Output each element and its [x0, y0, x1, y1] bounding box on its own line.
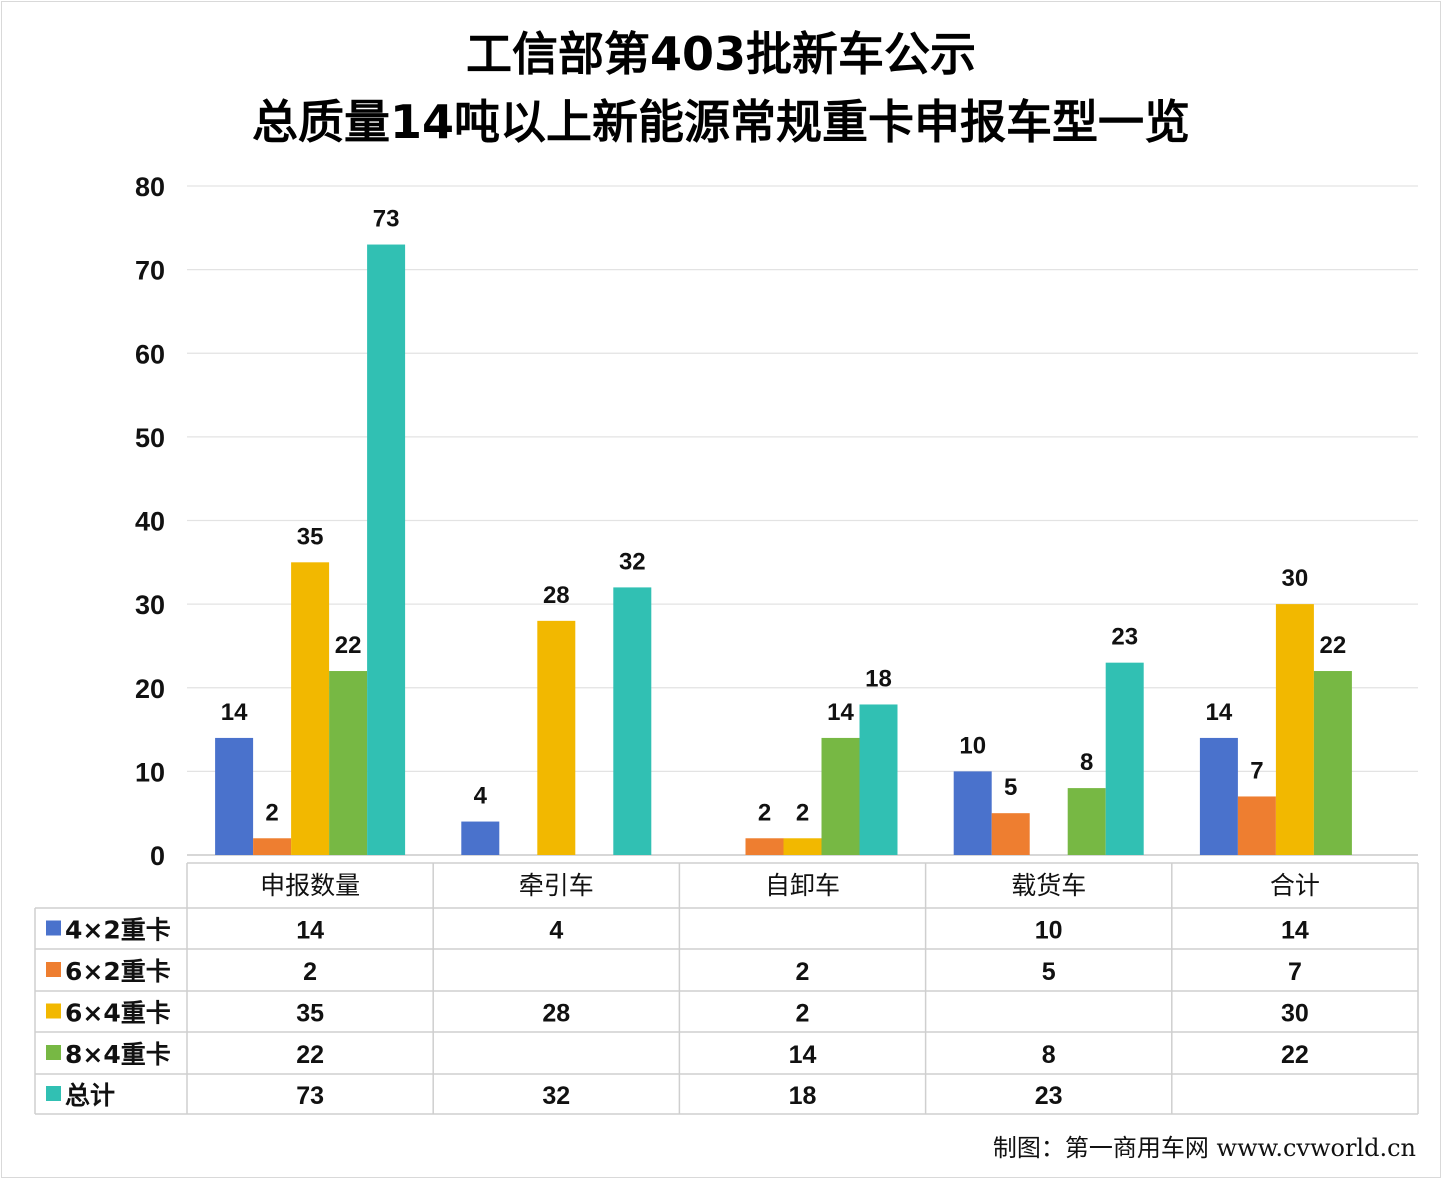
- legend-label: 6×4重卡: [65, 999, 171, 1028]
- legend-swatch: [46, 962, 61, 977]
- table-cell: 14: [1281, 917, 1309, 945]
- data-label: 22: [335, 632, 362, 659]
- x-category-label: 合计: [1270, 871, 1320, 900]
- x-category-label: 自卸车: [765, 871, 840, 900]
- data-label: 23: [1111, 624, 1138, 651]
- bar: [821, 737, 860, 855]
- chart-footer-credit: 制图：第一商用车网 www.cvworld.cn: [992, 1134, 1416, 1162]
- table-cell: 7: [1288, 958, 1302, 986]
- data-label: 2: [758, 799, 771, 826]
- table-cell: 23: [1035, 1082, 1063, 1110]
- data-label: 28: [543, 582, 570, 609]
- table-cell: 14: [789, 1041, 817, 1069]
- y-tick-label: 80: [135, 172, 165, 202]
- bar: [783, 838, 822, 855]
- table-cell: 22: [1281, 1041, 1309, 1069]
- data-label: 14: [221, 699, 248, 726]
- legend-swatch: [46, 1003, 61, 1019]
- data-label: 35: [297, 523, 324, 550]
- y-tick-label: 50: [135, 423, 165, 453]
- table-cell: 4: [549, 917, 563, 945]
- data-label: 2: [265, 799, 278, 826]
- data-label: 32: [619, 548, 646, 575]
- bar: [329, 671, 368, 855]
- legend-swatch: [46, 1045, 61, 1060]
- data-label: 8: [1080, 749, 1093, 776]
- y-tick-label: 10: [135, 757, 165, 787]
- chart-title-line1: 工信部第403批新车公示: [465, 27, 977, 81]
- x-category-label: 牵引车: [519, 871, 594, 900]
- legend-label: 6×2重卡: [65, 957, 171, 986]
- y-tick-label: 30: [135, 590, 165, 620]
- y-tick-label: 0: [150, 841, 165, 871]
- bar: [859, 704, 898, 855]
- bar: [291, 562, 330, 855]
- table-cell: 14: [296, 917, 324, 945]
- data-label: 73: [373, 206, 400, 233]
- legend-swatch: [46, 1086, 61, 1101]
- bar: [367, 244, 406, 856]
- bar: [1199, 737, 1238, 855]
- table-cell: 2: [796, 1000, 810, 1028]
- table-cell: 2: [303, 958, 317, 986]
- x-category-label: 申报数量: [260, 871, 360, 900]
- bar: [461, 821, 500, 855]
- bar: [1105, 662, 1144, 855]
- table-cell: 32: [542, 1082, 570, 1110]
- data-label: 5: [1004, 774, 1017, 801]
- y-tick-label: 40: [135, 507, 165, 537]
- legend-label: 8×4重卡: [65, 1040, 171, 1069]
- bar: [215, 737, 254, 855]
- bar: [953, 771, 992, 855]
- bar: [537, 620, 576, 855]
- table-cell: 30: [1281, 1000, 1309, 1028]
- x-category-label: 载货车: [1011, 871, 1086, 900]
- data-label: 2: [796, 799, 809, 826]
- table-cell: 5: [1042, 958, 1056, 986]
- table-cell: 35: [296, 1000, 324, 1028]
- data-label: 7: [1250, 757, 1263, 784]
- table-cell: 28: [542, 1000, 570, 1028]
- data-label: 14: [1206, 699, 1233, 726]
- table-cell: 10: [1035, 917, 1063, 945]
- legend-swatch: [46, 920, 61, 936]
- data-label: 10: [959, 732, 986, 759]
- y-tick-label: 60: [135, 339, 165, 369]
- y-tick-label: 20: [135, 674, 165, 704]
- data-label: 30: [1282, 565, 1309, 592]
- bar: [1067, 788, 1106, 855]
- data-label: 22: [1320, 632, 1347, 659]
- bar: [253, 838, 292, 855]
- table-cell: 2: [796, 958, 810, 986]
- y-tick-label: 70: [135, 256, 165, 286]
- data-label: 4: [474, 783, 488, 810]
- table-cell: 8: [1042, 1041, 1056, 1069]
- table-cell: 73: [296, 1082, 324, 1110]
- data-label: 18: [865, 665, 892, 692]
- bar: [613, 587, 652, 855]
- bar: [745, 838, 784, 855]
- bar: [1275, 604, 1314, 855]
- legend-label: 4×2重卡: [65, 916, 171, 945]
- legend-label: 总计: [65, 1081, 115, 1110]
- bar: [1237, 796, 1276, 855]
- bar: [1313, 671, 1352, 855]
- bar: [991, 813, 1030, 855]
- table-cell: 22: [296, 1041, 324, 1069]
- chart-title-line2: 总质量14吨以上新能源常规重卡申报车型一览: [251, 95, 1190, 149]
- table-cell: 18: [789, 1082, 817, 1110]
- data-label: 14: [827, 699, 854, 726]
